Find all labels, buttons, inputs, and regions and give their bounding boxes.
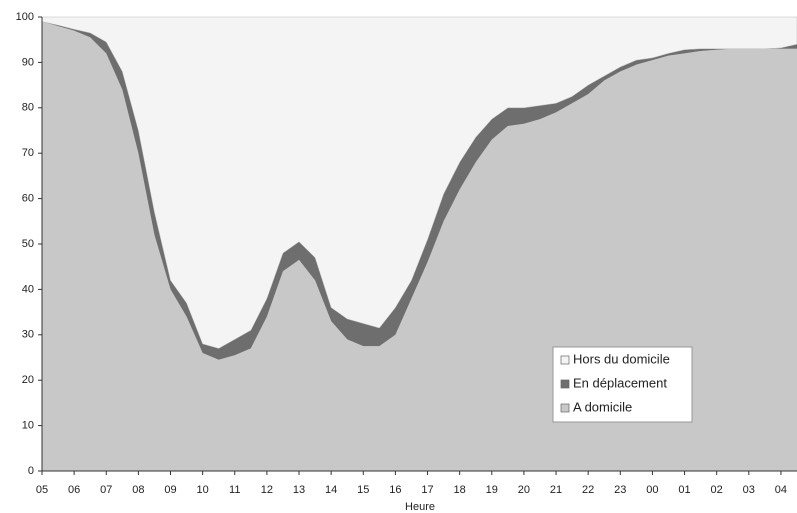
area: [41, 16, 797, 349]
x-tick-label: 18: [454, 484, 466, 496]
x-tick-label: 04: [775, 484, 787, 496]
x-tick-label: 22: [582, 484, 594, 496]
x-tick-label: 11: [229, 484, 240, 496]
y-tick-label: 20: [22, 374, 34, 386]
legend-swatch: [560, 403, 570, 413]
legend-swatch: [560, 379, 570, 389]
x-tick-label: 08: [132, 484, 144, 496]
x-tick-label: 05: [36, 484, 48, 496]
x-tick-label: 07: [100, 484, 112, 496]
legend-label: A domicile: [573, 399, 632, 414]
x-tick-label: 12: [261, 484, 273, 496]
x-tick-label: 03: [743, 484, 755, 496]
x-tick-label: 06: [68, 484, 80, 496]
x-tick-label: 23: [614, 484, 626, 496]
y-tick-label: 50: [22, 238, 34, 250]
y-tick-label: 60: [22, 193, 34, 205]
x-tick-label: 13: [293, 484, 305, 496]
x-tick-label: 21: [550, 484, 562, 496]
x-tick-label: 02: [711, 484, 723, 496]
x-axis-label: Heure: [405, 501, 435, 513]
x-tick-label: 17: [421, 484, 433, 496]
x-tick-label: 20: [518, 484, 530, 496]
y-tick-label: 40: [22, 283, 34, 295]
x-tick-label: 00: [646, 484, 658, 496]
x-tick-label: 19: [486, 484, 498, 496]
legend-label: Hors du domicile: [573, 351, 670, 366]
x-tick-label: 10: [197, 484, 209, 496]
legend-box: [552, 346, 693, 423]
y-tick-label: 80: [22, 102, 34, 114]
y-tick-label: 70: [22, 147, 34, 159]
y-tick-label: 30: [22, 329, 34, 341]
legend: Hors du domicile En déplacement A domicile: [552, 346, 693, 423]
x-tick-label: 09: [164, 484, 176, 496]
x-tick-label: 01: [678, 484, 690, 496]
y-tick-label: 10: [22, 420, 34, 432]
x-tick-label: 16: [389, 484, 401, 496]
y-tick-label: 100: [16, 11, 34, 23]
x-tick-label: 15: [357, 484, 369, 496]
y-tick-label: 90: [22, 56, 34, 68]
legend-label: En déplacement: [573, 375, 667, 390]
x-tick-label: 14: [325, 484, 337, 496]
legend-swatch: [560, 355, 570, 365]
y-tick-label: 0: [28, 465, 34, 477]
